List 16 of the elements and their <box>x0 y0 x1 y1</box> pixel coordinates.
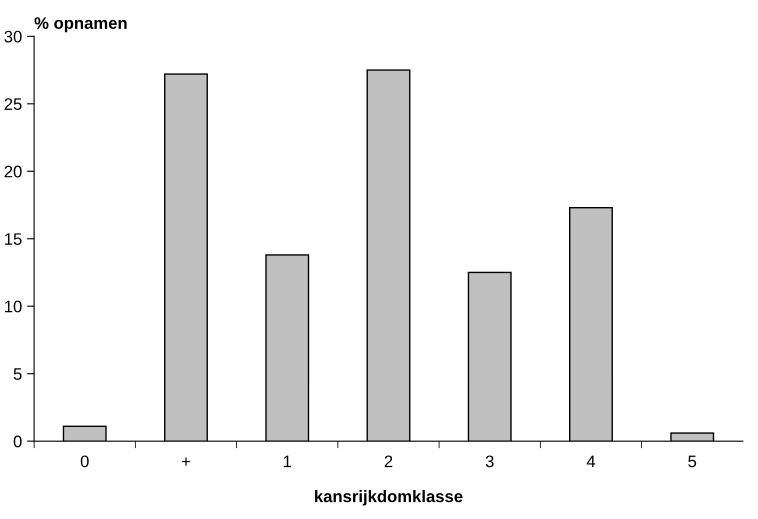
x-tick-label: 5 <box>688 456 696 468</box>
x-axis-title: kansrijkdomklasse <box>315 490 462 506</box>
x-tick-label: 3 <box>486 455 494 468</box>
y-tick-label: 0 <box>14 436 22 448</box>
y-tick-label: 15 <box>5 233 22 245</box>
x-tick-label: 2 <box>384 455 392 468</box>
x-tick-label: 4 <box>586 456 596 468</box>
x-tick-label: + <box>182 457 190 466</box>
x-tick-label: 1 <box>284 456 292 468</box>
y-tick-label: 5 <box>14 368 22 380</box>
y-tick-label: 20 <box>4 166 22 178</box>
x-tick-label: 0 <box>80 455 89 468</box>
y-tick-label: 25 <box>4 98 22 110</box>
y-tick-label: 30 <box>4 30 22 43</box>
y-axis-title: % opnamen <box>34 17 127 32</box>
y-tick-label: 10 <box>5 300 22 312</box>
